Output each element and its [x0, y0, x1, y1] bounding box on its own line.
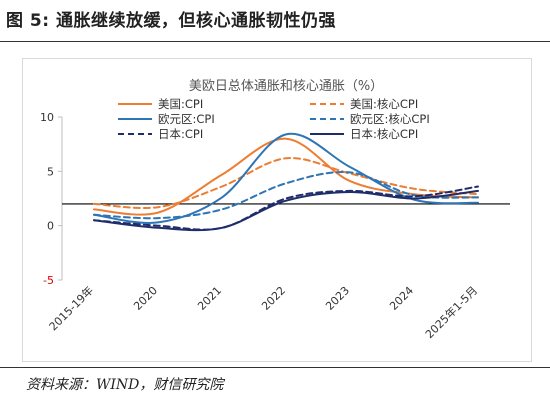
- y-tick-label: -5: [43, 274, 54, 287]
- figure-title-text: 通胀继续放缓，但核心通胀韧性仍强: [55, 11, 336, 31]
- chart-title: 美欧日总体通胀和核心通胀（%）: [189, 79, 383, 94]
- x-tick-label: 2020: [131, 284, 160, 313]
- legend-label-3: 欧元区:CPI: [158, 112, 215, 126]
- series-line-5: [93, 185, 479, 231]
- series-line-1: [93, 137, 479, 216]
- x-tick-label: 2015-19年: [46, 283, 96, 333]
- y-tick-label: 10: [40, 111, 54, 124]
- legend-label-1: 美国:CPI: [158, 97, 203, 111]
- figure-label: 图 5:: [6, 11, 50, 31]
- y-tick-label: 0: [47, 220, 54, 233]
- bottom-rule: [0, 367, 550, 368]
- figure-title: 图 5: 通胀继续放缓，但核心通胀韧性仍强: [6, 6, 336, 31]
- series-line-4: [93, 171, 479, 220]
- chart-panel: [22, 58, 532, 362]
- x-tick-label: 2024: [387, 284, 416, 313]
- series-line-3: [93, 132, 479, 224]
- legend-label-5: 日本:CPI: [158, 127, 203, 141]
- source-note: 资料来源：WIND，财信研究院: [26, 377, 224, 393]
- x-tick-label: 2023: [323, 284, 352, 313]
- x-tick-label: 2022: [259, 284, 288, 313]
- legend-label-4: 欧元区:核心CPI: [350, 112, 430, 126]
- legend-label-2: 美国:核心CPI: [350, 97, 418, 111]
- y-tick-label: 5: [47, 165, 54, 178]
- x-tick-label: 2021: [195, 284, 224, 313]
- series-line-6: [93, 189, 479, 232]
- legend-label-6: 日本:核心CPI: [350, 127, 418, 141]
- x-tick-label: 2025年1-5月: [422, 283, 480, 341]
- series-line-2: [93, 157, 479, 210]
- top-rule: [0, 41, 550, 42]
